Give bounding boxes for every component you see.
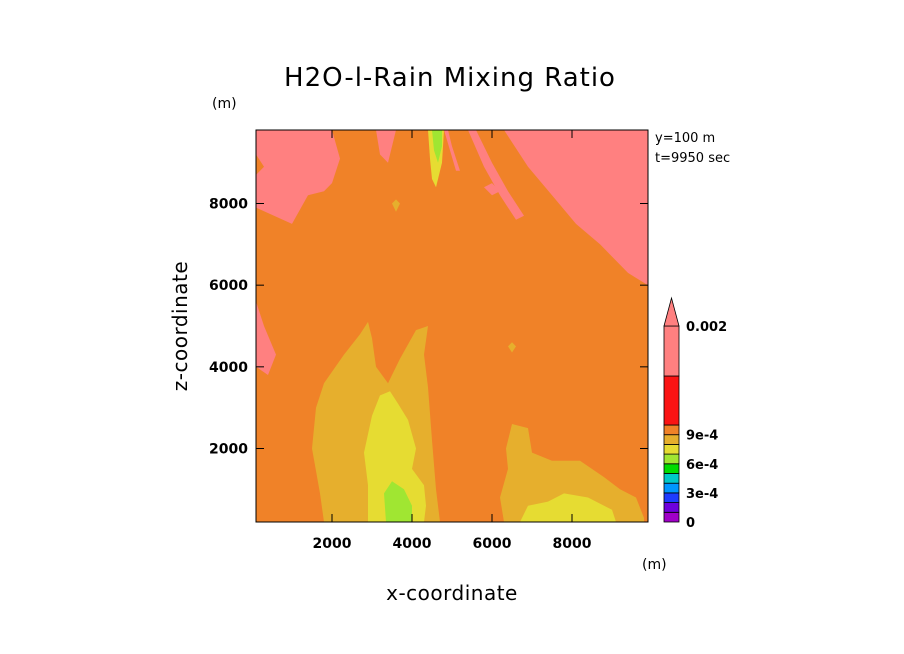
colorbar-swatch (663, 375, 680, 426)
colorbar-label: 0 (686, 516, 695, 531)
contour-region (500, 424, 644, 522)
contour-region (508, 342, 516, 353)
info-y-location: y=100 m (655, 131, 715, 146)
contour-region (548, 170, 568, 192)
colorbar-swatch (663, 502, 680, 513)
colorbar-swatch (663, 463, 680, 474)
colorbar-swatch (663, 453, 680, 465)
contour-region (256, 130, 340, 224)
y-tick-label: 6000 (209, 278, 248, 294)
colorbar-swatch (663, 434, 680, 445)
y-axis-label: z-coordinate (168, 261, 192, 391)
contour-region (444, 130, 460, 171)
contour-region (468, 130, 524, 220)
x-tick-label: 6000 (473, 536, 512, 552)
colorbar-label: 9e-4 (686, 429, 718, 444)
colorbar-swatch (663, 443, 680, 455)
x-axis-label: x-coordinate (386, 581, 518, 605)
x-tick-label: 2000 (313, 536, 352, 552)
y-tick-label: 8000 (209, 197, 248, 213)
colorbar-label: 6e-4 (686, 458, 718, 473)
colorbar-swatch (663, 424, 680, 436)
info-time: t=9950 sec (655, 151, 730, 166)
colorbar: 0 3e-4 6e-4 9e-4 0.002 (663, 296, 727, 531)
plot-frame (255, 129, 649, 523)
contour-regions (256, 130, 648, 522)
x-axis-ticks: 2000 4000 6000 8000 (313, 130, 592, 552)
contour-region (392, 199, 400, 212)
contour-region (552, 130, 576, 163)
y-axis-unit: (m) (212, 96, 237, 112)
contour-region (376, 130, 396, 163)
contour-region (384, 481, 412, 522)
contour-region (256, 301, 276, 375)
x-tick-label: 4000 (393, 536, 432, 552)
colorbar-swatch (663, 492, 680, 503)
y-axis-ticks: 2000 4000 6000 8000 (209, 197, 648, 458)
colorbar-swatch (663, 473, 680, 484)
colorbar-swatch (663, 482, 680, 494)
contour-region (364, 391, 426, 522)
colorbar-extend-arrow (663, 296, 680, 327)
contour-region (484, 183, 500, 196)
contour-region (432, 130, 442, 163)
colorbar-label: 0.002 (686, 320, 727, 335)
colorbar-label: 3e-4 (686, 487, 718, 502)
chart-title: H2O-l-Rain Mixing Ratio (284, 63, 616, 93)
contour-region (504, 130, 648, 286)
colorbar-swatch (663, 511, 680, 523)
y-tick-label: 4000 (209, 360, 248, 376)
y-tick-label: 2000 (209, 442, 248, 458)
colorbar-swatch (663, 325, 680, 377)
contour-region (520, 493, 616, 522)
x-tick-label: 8000 (553, 536, 592, 552)
x-axis-unit: (m) (642, 557, 667, 573)
